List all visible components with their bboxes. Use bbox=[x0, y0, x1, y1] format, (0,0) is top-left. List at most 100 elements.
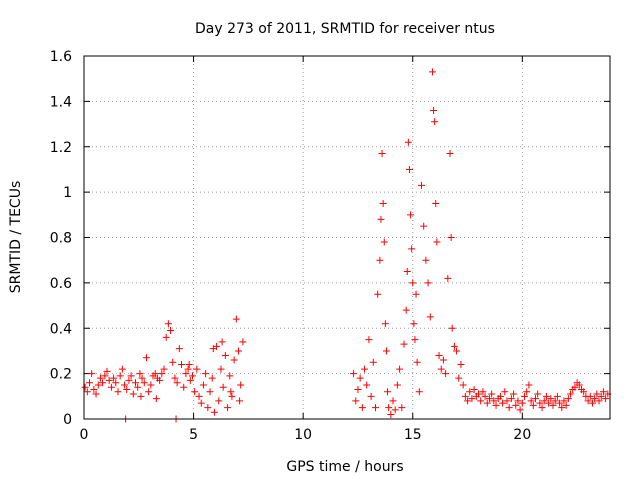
data-point bbox=[382, 347, 390, 355]
data-point bbox=[407, 211, 415, 219]
data-point bbox=[202, 370, 210, 378]
data-point bbox=[422, 256, 430, 264]
data-point bbox=[562, 401, 570, 409]
data-point bbox=[591, 395, 599, 403]
data-point bbox=[171, 374, 179, 382]
data-point bbox=[523, 388, 531, 396]
data-point bbox=[531, 395, 539, 403]
data-point bbox=[595, 397, 603, 405]
data-point bbox=[514, 397, 522, 405]
data-point bbox=[518, 399, 526, 407]
y-tick-label: 1.2 bbox=[50, 140, 72, 156]
chart-title: Day 273 of 2011, SRMTID for receiver ntu… bbox=[195, 21, 495, 37]
data-point bbox=[169, 358, 177, 366]
data-point bbox=[136, 370, 144, 378]
data-point bbox=[516, 406, 524, 414]
data-point bbox=[408, 245, 416, 253]
data-point bbox=[468, 395, 476, 403]
data-point bbox=[536, 399, 544, 407]
data-point bbox=[195, 392, 203, 400]
x-tick-label: 5 bbox=[189, 427, 198, 443]
data-point bbox=[107, 383, 115, 391]
data-point bbox=[197, 399, 205, 407]
data-point bbox=[448, 324, 456, 332]
data-point bbox=[236, 397, 244, 405]
data-point bbox=[529, 401, 537, 409]
data-point bbox=[575, 381, 583, 389]
data-point bbox=[475, 390, 482, 398]
data-point bbox=[81, 383, 89, 391]
data-point bbox=[461, 392, 469, 400]
data-point bbox=[160, 365, 168, 373]
data-point bbox=[376, 256, 384, 264]
data-point bbox=[156, 376, 164, 384]
data-point bbox=[540, 397, 548, 405]
data-point bbox=[228, 392, 236, 400]
data-point bbox=[420, 222, 428, 230]
data-point bbox=[178, 361, 186, 369]
data-point bbox=[371, 404, 379, 412]
data-point bbox=[496, 392, 504, 400]
data-point bbox=[129, 390, 137, 398]
data-point bbox=[602, 395, 610, 403]
data-point bbox=[571, 383, 579, 391]
data-point bbox=[221, 351, 229, 359]
data-point bbox=[424, 279, 432, 287]
data-point bbox=[180, 383, 188, 391]
data-point bbox=[354, 386, 362, 394]
data-point bbox=[567, 390, 575, 398]
data-point bbox=[505, 404, 513, 412]
tick-labels: 0 5 10 15 20 0 0.2 0.4 0.6 0.8 1 1.2 1.4 1.6 bbox=[50, 49, 532, 443]
data-point bbox=[483, 399, 491, 407]
y-tick-label: 0.8 bbox=[50, 231, 72, 247]
data-point bbox=[352, 397, 360, 405]
data-point bbox=[439, 356, 447, 364]
data-point bbox=[235, 347, 243, 355]
data-point bbox=[430, 106, 438, 114]
data-point bbox=[405, 165, 413, 173]
data-point bbox=[379, 199, 387, 207]
data-point bbox=[538, 404, 546, 412]
data-point bbox=[428, 68, 436, 76]
y-tick-label: 1.6 bbox=[50, 49, 72, 65]
data-point bbox=[239, 338, 247, 346]
data-point bbox=[96, 374, 104, 382]
data-point bbox=[410, 320, 418, 328]
data-point bbox=[381, 320, 389, 328]
x-tick-label: 20 bbox=[513, 427, 531, 443]
data-point bbox=[142, 354, 150, 362]
data-point bbox=[457, 361, 465, 369]
data-point bbox=[182, 370, 190, 378]
data-point bbox=[365, 336, 373, 344]
data-point bbox=[162, 333, 170, 341]
data-point bbox=[185, 361, 193, 369]
x-axis-label: GPS time / hours bbox=[286, 459, 403, 475]
data-point bbox=[110, 374, 118, 382]
data-point bbox=[444, 274, 452, 282]
data-point bbox=[507, 395, 515, 403]
data-point bbox=[431, 118, 439, 126]
data-point bbox=[426, 313, 434, 321]
data-point bbox=[218, 338, 226, 346]
data-point bbox=[389, 397, 397, 405]
data-point bbox=[140, 379, 148, 387]
x-tick-label: 0 bbox=[80, 427, 89, 443]
data-point bbox=[479, 388, 487, 396]
data-point bbox=[556, 399, 564, 407]
data-point bbox=[525, 381, 533, 389]
data-point bbox=[151, 370, 159, 378]
data-point bbox=[512, 401, 520, 409]
data-point bbox=[237, 381, 245, 389]
data-point bbox=[173, 379, 181, 387]
data-point bbox=[147, 381, 155, 389]
data-point bbox=[230, 356, 238, 364]
data-point bbox=[503, 397, 511, 405]
data-point bbox=[411, 336, 419, 344]
data-point bbox=[184, 365, 192, 373]
data-point bbox=[470, 386, 478, 394]
data-point bbox=[210, 408, 218, 416]
data-point bbox=[412, 290, 420, 298]
data-point bbox=[99, 379, 107, 387]
data-point bbox=[450, 342, 458, 350]
data-point bbox=[188, 372, 196, 380]
